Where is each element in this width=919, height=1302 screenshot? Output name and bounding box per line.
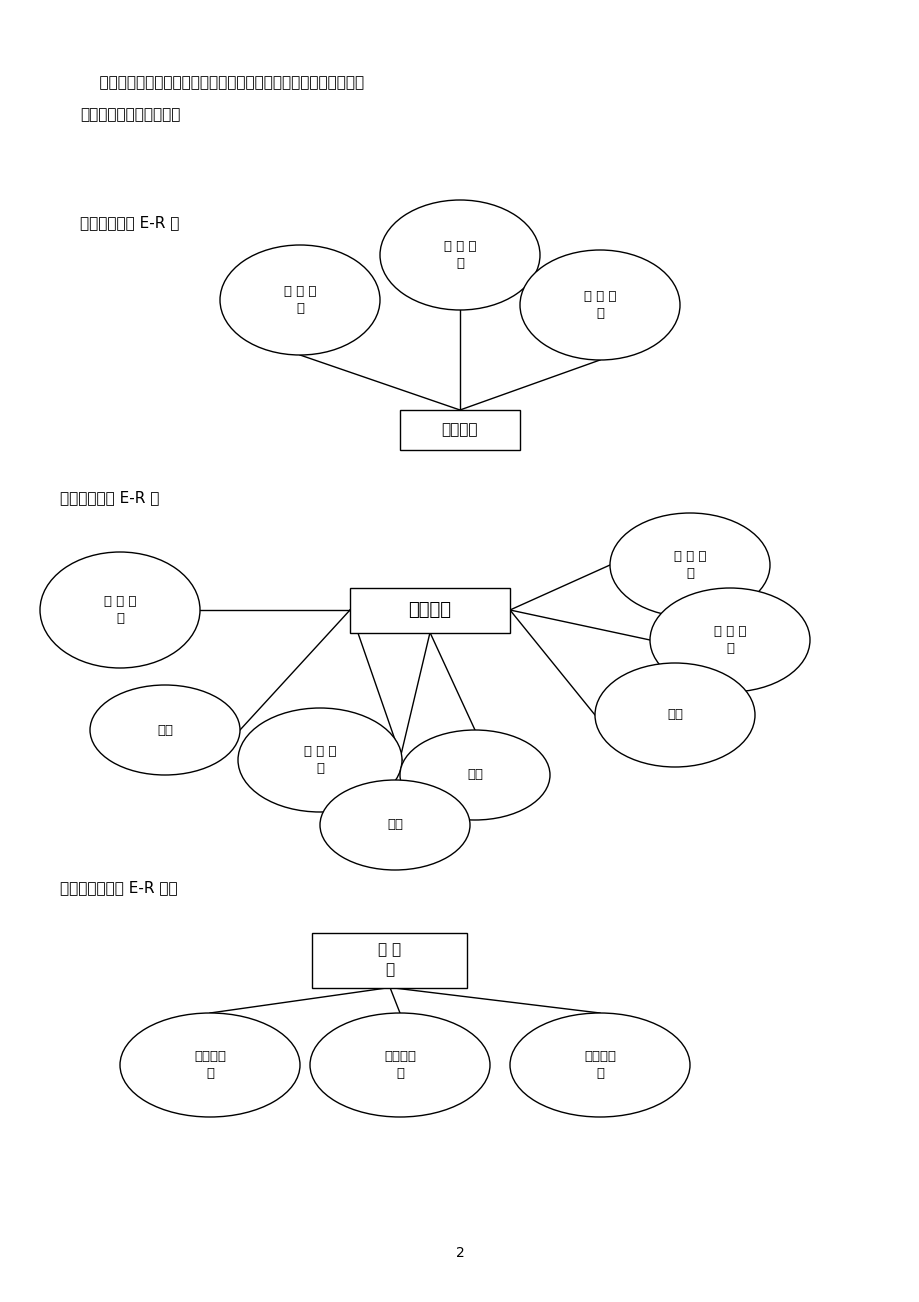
Text: 姓名: 姓名 [157,724,173,737]
Ellipse shape [509,1013,689,1117]
Ellipse shape [519,250,679,359]
Ellipse shape [220,245,380,355]
Text: 联 系 电
话: 联 系 电 话 [673,549,706,579]
Text: 本系统根据上面的设计规划出的实体有：职员信息实体，考勤信息: 本系统根据上面的设计规划出的实体有：职员信息实体，考勤信息 [80,76,364,90]
Ellipse shape [650,589,809,691]
Text: 民族: 民族 [666,708,682,721]
Text: 性别: 性别 [467,768,482,781]
Ellipse shape [320,780,470,870]
FancyBboxPatch shape [400,410,519,450]
Text: 部 门 编
口: 部 门 编 口 [303,745,335,775]
Ellipse shape [380,201,539,310]
Text: 教 育 程
度: 教 育 程 度 [713,625,745,655]
Ellipse shape [400,730,550,820]
Text: 职 工 编
号: 职 工 编 号 [104,595,136,625]
Text: 管理员编
号: 管理员编 号 [194,1049,226,1079]
Text: 职 工 编
号: 职 工 编 号 [283,285,316,315]
Text: 出 勤 时
间: 出 勤 时 间 [443,240,476,270]
Ellipse shape [90,685,240,775]
Ellipse shape [595,663,754,767]
Text: 职工考勤实体 E-R 图: 职工考勤实体 E-R 图 [80,215,179,230]
FancyBboxPatch shape [312,932,467,987]
Text: 考勤记录: 考勤记录 [441,423,478,437]
Ellipse shape [609,513,769,617]
Text: 职位: 职位 [387,819,403,832]
Text: 管理员密
码: 管理员密 码 [584,1049,616,1079]
Text: 实体，管理员信息实体。: 实体，管理员信息实体。 [80,107,180,122]
Ellipse shape [310,1013,490,1117]
Text: 管理员姓
名: 管理员姓 名 [383,1049,415,1079]
Text: 职员信息: 职员信息 [408,602,451,618]
Text: 管理员信息实体 E-R 图：: 管理员信息实体 E-R 图： [60,880,177,894]
FancyBboxPatch shape [349,587,509,633]
Ellipse shape [40,552,199,668]
Text: 职员信息实体 E-R 图: 职员信息实体 E-R 图 [60,490,159,505]
Ellipse shape [119,1013,300,1117]
Text: 管 理
员: 管 理 员 [378,943,401,978]
Text: 2: 2 [455,1246,464,1260]
Ellipse shape [238,708,402,812]
Text: 出 勤 日
期: 出 勤 日 期 [584,290,616,320]
